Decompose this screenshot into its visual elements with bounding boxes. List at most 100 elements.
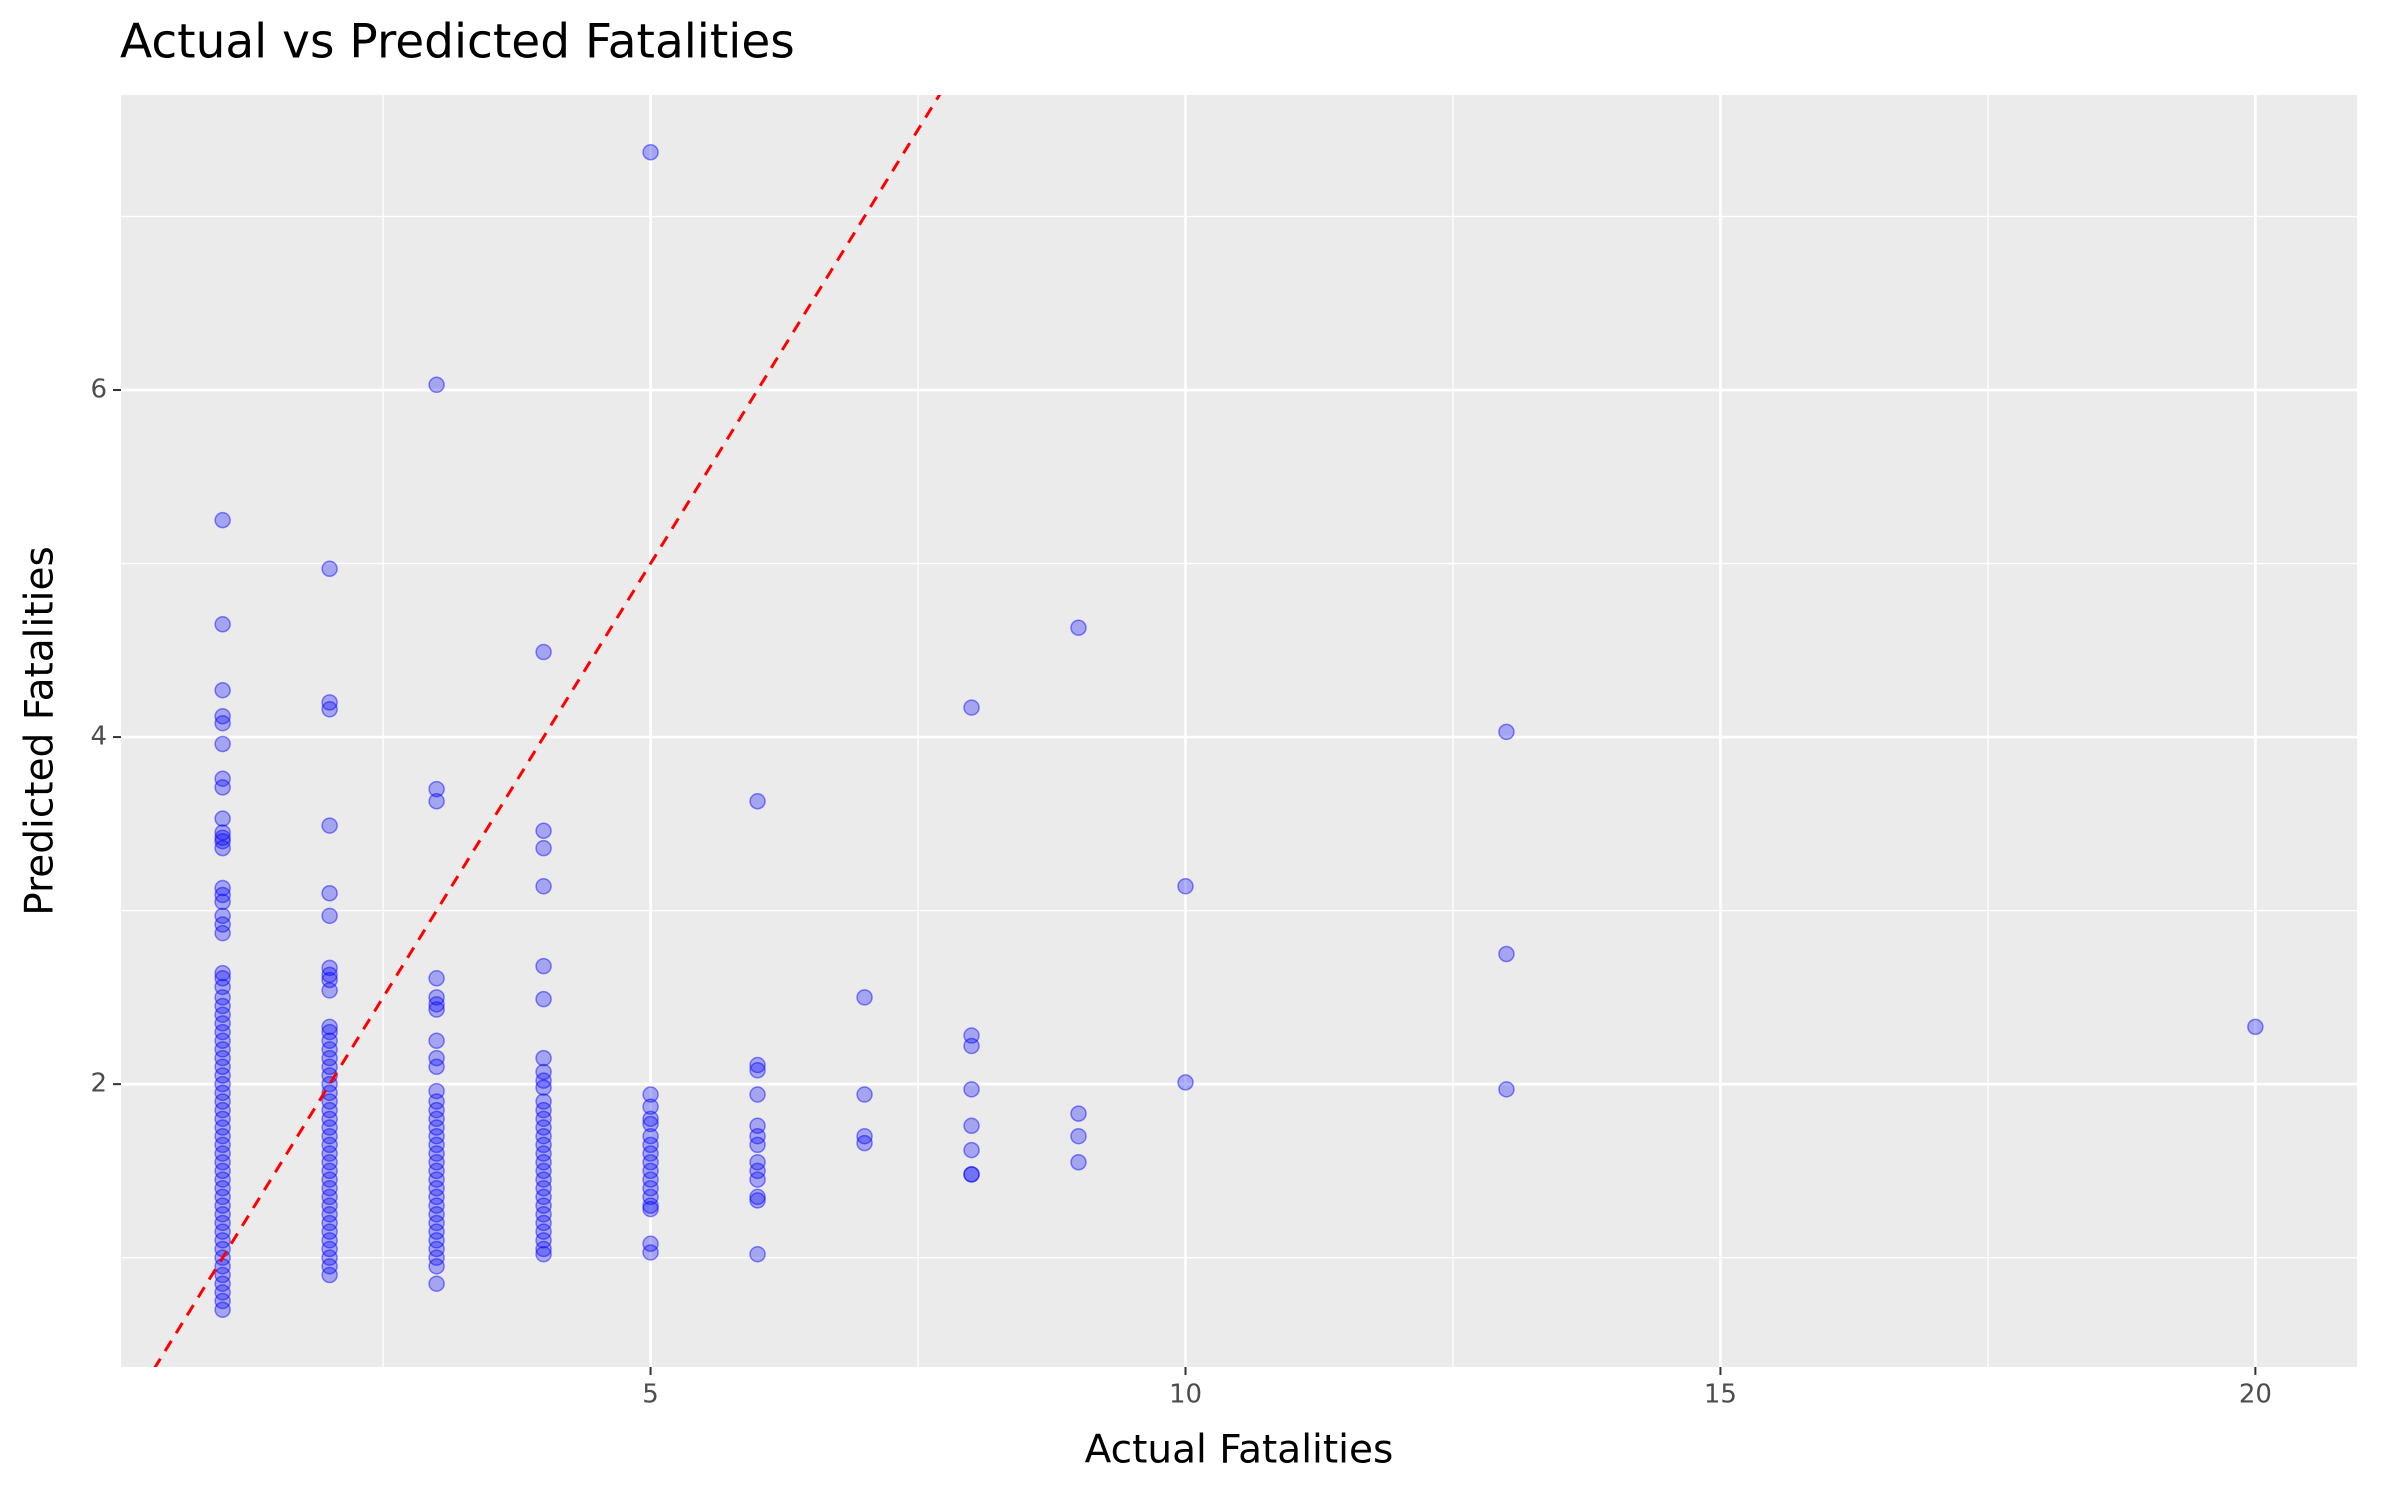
point — [642, 1110, 659, 1128]
point — [321, 1232, 338, 1249]
point — [321, 1127, 338, 1145]
point — [535, 878, 552, 895]
point — [321, 1018, 338, 1036]
point — [1177, 1074, 1194, 1091]
point — [749, 1153, 766, 1171]
point — [214, 964, 231, 982]
point — [535, 1153, 552, 1171]
chart-title: Actual vs Predicted Fatalities — [120, 15, 795, 70]
point — [214, 879, 231, 897]
point — [214, 681, 231, 699]
point — [535, 643, 552, 661]
point — [535, 1214, 552, 1232]
point — [321, 1249, 338, 1266]
point — [214, 1093, 231, 1110]
point — [214, 1145, 231, 1162]
point — [321, 1171, 338, 1188]
point — [214, 989, 231, 1006]
point — [963, 1166, 980, 1183]
point — [535, 1206, 552, 1223]
point — [214, 770, 231, 787]
point — [963, 1037, 980, 1055]
point — [1070, 1153, 1087, 1171]
point — [749, 1062, 766, 1079]
point — [856, 1134, 873, 1152]
point — [214, 824, 231, 841]
point — [214, 1032, 231, 1050]
point — [642, 1235, 659, 1253]
point — [214, 714, 231, 732]
point — [963, 1027, 980, 1044]
point — [749, 1171, 766, 1188]
x-tick-label: 10 — [1169, 1380, 1202, 1410]
point — [214, 832, 231, 850]
point — [321, 1153, 338, 1171]
point — [428, 1180, 445, 1197]
point — [321, 1240, 338, 1258]
point — [428, 1001, 445, 1018]
point — [642, 1197, 659, 1214]
point — [1070, 619, 1087, 636]
point — [642, 1244, 659, 1261]
point — [321, 1223, 338, 1240]
x-axis-title: Actual Fatalities — [1085, 1428, 1394, 1473]
point — [321, 817, 338, 834]
point — [535, 839, 552, 857]
marks — [153, 95, 2264, 1367]
point — [428, 1275, 445, 1292]
point — [321, 1136, 338, 1154]
point — [535, 1101, 552, 1119]
point — [428, 1101, 445, 1119]
point — [214, 970, 231, 987]
point — [428, 1110, 445, 1128]
x-tick-label: 20 — [2239, 1380, 2272, 1410]
point — [321, 959, 338, 977]
point — [428, 1249, 445, 1266]
y-tick-label: 4 — [90, 722, 107, 752]
point — [214, 735, 231, 753]
point — [214, 1223, 231, 1240]
point — [749, 1056, 766, 1074]
point — [535, 1079, 552, 1096]
point — [535, 1171, 552, 1188]
point — [214, 1015, 231, 1032]
point — [214, 1110, 231, 1128]
point — [749, 1162, 766, 1180]
point — [535, 1197, 552, 1214]
point — [321, 1145, 338, 1162]
point — [428, 1232, 445, 1249]
point — [428, 1240, 445, 1258]
point — [963, 1141, 980, 1159]
point — [214, 924, 231, 942]
point — [321, 1188, 338, 1206]
point — [321, 971, 338, 989]
point — [428, 1162, 445, 1180]
point — [856, 989, 873, 1006]
point — [214, 1119, 231, 1136]
point — [1498, 945, 1515, 963]
point — [963, 1166, 980, 1183]
point — [214, 1153, 231, 1171]
point — [642, 1171, 659, 1188]
point — [428, 1258, 445, 1275]
point — [214, 1067, 231, 1084]
point — [214, 829, 231, 846]
point — [1070, 1105, 1087, 1122]
point — [856, 1086, 873, 1103]
point — [642, 1153, 659, 1171]
point — [535, 1136, 552, 1154]
point — [214, 779, 231, 796]
point — [428, 1082, 445, 1100]
point — [214, 1206, 231, 1223]
point — [214, 1084, 231, 1102]
point — [214, 1301, 231, 1318]
point — [963, 699, 980, 716]
point — [428, 1188, 445, 1206]
point — [321, 966, 338, 984]
point — [1498, 723, 1515, 741]
point — [321, 1162, 338, 1180]
point — [535, 957, 552, 975]
point — [321, 1266, 338, 1284]
point — [749, 1127, 766, 1145]
point — [642, 1145, 659, 1162]
